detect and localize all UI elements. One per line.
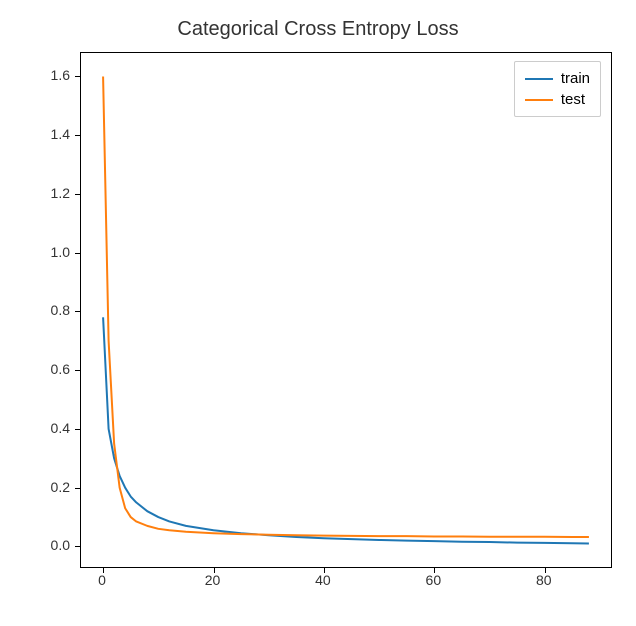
y-tick-mark: [75, 253, 81, 254]
y-tick-mark: [75, 488, 81, 489]
y-tick-mark: [75, 194, 81, 195]
legend-label: train: [561, 68, 590, 89]
y-tick-label: 0.4: [0, 420, 70, 436]
legend-label: test: [561, 89, 585, 110]
legend: traintest: [514, 61, 601, 117]
y-tick-mark: [75, 76, 81, 77]
y-tick-label: 1.6: [0, 67, 70, 83]
plot-area: traintest: [80, 52, 612, 568]
x-tick-label: 20: [205, 572, 221, 588]
line-svg: [81, 53, 611, 567]
chart-title: Categorical Cross Entropy Loss: [0, 18, 636, 41]
y-tick-mark: [75, 429, 81, 430]
y-tick-label: 1.0: [0, 244, 70, 260]
y-tick-mark: [75, 370, 81, 371]
y-tick-label: 1.4: [0, 126, 70, 142]
y-tick-label: 0.0: [0, 537, 70, 553]
y-tick-label: 0.8: [0, 302, 70, 318]
x-tick-label: 40: [315, 572, 331, 588]
y-tick-mark: [75, 135, 81, 136]
legend-swatch: [525, 99, 553, 101]
legend-swatch: [525, 78, 553, 80]
y-tick-label: 0.6: [0, 361, 70, 377]
y-tick-label: 0.2: [0, 479, 70, 495]
x-tick-label: 0: [98, 572, 106, 588]
legend-item-train: train: [525, 68, 590, 89]
loss-chart: Categorical Cross Entropy Loss traintest…: [0, 0, 636, 626]
x-tick-label: 80: [536, 572, 552, 588]
x-tick-label: 60: [426, 572, 442, 588]
y-tick-label: 1.2: [0, 185, 70, 201]
y-tick-mark: [75, 311, 81, 312]
series-train: [103, 317, 589, 543]
legend-item-test: test: [525, 89, 590, 110]
y-tick-mark: [75, 546, 81, 547]
series-test: [103, 77, 589, 538]
